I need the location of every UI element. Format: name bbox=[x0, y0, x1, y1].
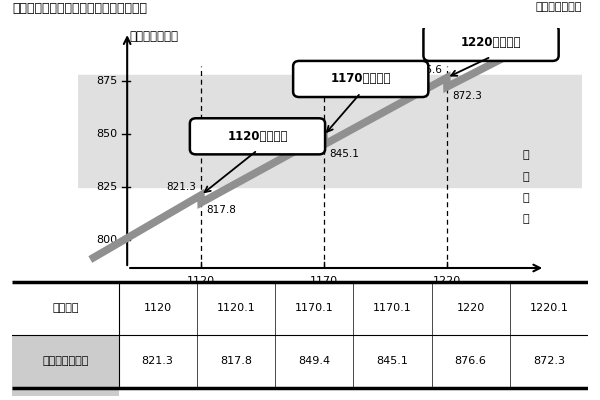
Text: 1170.1: 1170.1 bbox=[373, 303, 412, 314]
Text: 876.6: 876.6 bbox=[412, 64, 442, 74]
Text: 875: 875 bbox=[96, 76, 118, 86]
Text: 849.4: 849.4 bbox=[289, 122, 319, 132]
Text: 1220.1: 1220.1 bbox=[529, 303, 568, 314]
Text: 世帯可処分所得: 世帯可処分所得 bbox=[130, 30, 179, 43]
FancyBboxPatch shape bbox=[293, 61, 428, 97]
FancyBboxPatch shape bbox=[190, 118, 325, 154]
Text: 872.3: 872.3 bbox=[533, 356, 565, 366]
Text: 1120.1: 1120.1 bbox=[217, 303, 255, 314]
Text: 849.4: 849.4 bbox=[298, 356, 330, 366]
Text: 821.3: 821.3 bbox=[166, 182, 196, 192]
FancyBboxPatch shape bbox=[424, 25, 559, 61]
Text: 876.6: 876.6 bbox=[455, 356, 487, 366]
Text: 817.8: 817.8 bbox=[220, 356, 252, 366]
Text: 800: 800 bbox=[96, 235, 118, 245]
Bar bbox=[78, 75, 582, 187]
Text: 1220: 1220 bbox=[457, 303, 485, 314]
Text: 1170.1: 1170.1 bbox=[295, 303, 334, 314]
Text: 872.3: 872.3 bbox=[452, 91, 482, 101]
Text: 1170万円の壁: 1170万円の壁 bbox=[331, 72, 391, 86]
Text: 821.3: 821.3 bbox=[142, 356, 173, 366]
Text: 夫: 夫 bbox=[522, 150, 529, 160]
Text: 1120: 1120 bbox=[143, 303, 172, 314]
Text: 1220: 1220 bbox=[433, 276, 461, 286]
Bar bbox=[12, 388, 119, 400]
Text: 夫の給与: 夫の給与 bbox=[52, 303, 79, 314]
Text: 825: 825 bbox=[96, 182, 118, 192]
Text: 1170: 1170 bbox=[310, 276, 338, 286]
Text: ⓙ世帯可処分所得・夫の給与相関グラフ: ⓙ世帯可処分所得・夫の給与相関グラフ bbox=[12, 2, 147, 15]
Text: 世帯可処分所得: 世帯可処分所得 bbox=[42, 356, 88, 366]
Text: 817.8: 817.8 bbox=[206, 205, 236, 215]
Bar bbox=[12, 335, 119, 388]
Text: 850: 850 bbox=[96, 129, 118, 139]
Text: 給: 給 bbox=[522, 193, 529, 203]
Text: 1120万円の壁: 1120万円の壁 bbox=[227, 130, 288, 143]
Text: （単位：万円）: （単位：万円） bbox=[536, 2, 582, 12]
Text: 845.1: 845.1 bbox=[329, 149, 359, 159]
Text: 845.1: 845.1 bbox=[376, 356, 409, 366]
Text: 1220万円の壁: 1220万円の壁 bbox=[461, 36, 521, 49]
Text: 与: 与 bbox=[522, 214, 529, 224]
Text: の: の bbox=[522, 172, 529, 182]
Text: 1120: 1120 bbox=[187, 276, 215, 286]
